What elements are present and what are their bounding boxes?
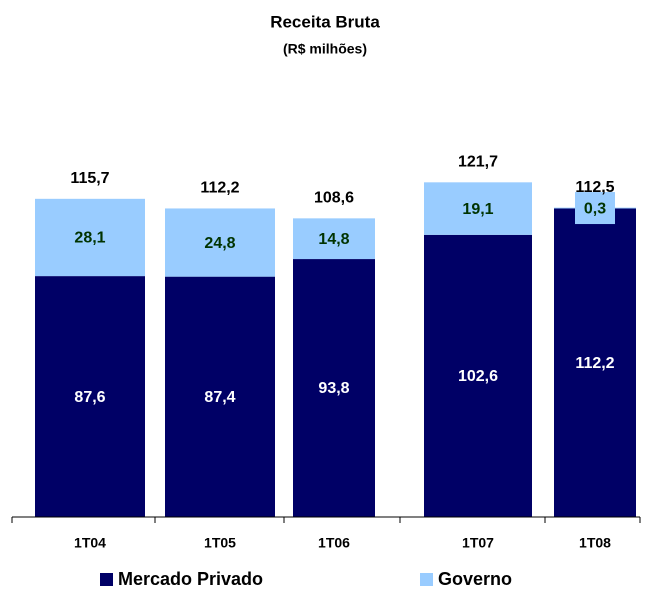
- total-label: 121,7: [458, 154, 498, 171]
- total-label: 112,2: [200, 180, 239, 197]
- bar-segment: [293, 259, 375, 517]
- x-tick-label: 1T08: [579, 535, 611, 551]
- bar-segment: [424, 234, 532, 517]
- value-label: 87,4: [204, 389, 235, 406]
- x-tick-label: 1T06: [318, 535, 350, 551]
- total-label: 115,7: [70, 170, 109, 187]
- chart-subtitle: (R$ milhões): [283, 41, 367, 57]
- bar-segment: [35, 276, 145, 517]
- legend-swatch: [420, 573, 433, 586]
- value-label: 24,8: [204, 235, 235, 252]
- value-label: 28,1: [74, 230, 105, 247]
- x-tick-label: 1T05: [204, 535, 236, 551]
- bar-segment: [293, 218, 375, 260]
- value-label: 14,8: [318, 231, 349, 248]
- legend-swatch: [100, 573, 113, 586]
- x-tick-label: 1T07: [462, 535, 494, 551]
- bar-segment: [35, 198, 145, 277]
- legend-label: Mercado Privado: [118, 569, 263, 589]
- value-label: 0,3: [584, 200, 606, 217]
- label-box: [575, 192, 615, 225]
- x-tick-label: 1T04: [74, 535, 106, 551]
- bar-segment: [165, 208, 275, 277]
- bar-segment: [165, 276, 275, 517]
- legend-label: Governo: [438, 569, 512, 589]
- value-label: 102,6: [458, 368, 498, 385]
- bar-segment: [424, 182, 532, 235]
- value-label: 112,2: [575, 355, 614, 372]
- total-label: 108,6: [314, 190, 354, 207]
- bar-segment: [554, 208, 636, 517]
- chart-title: Receita Bruta: [270, 12, 380, 31]
- value-label: 93,8: [318, 380, 349, 397]
- value-label: 87,6: [74, 389, 105, 406]
- value-label: 19,1: [462, 201, 493, 218]
- total-label: 112,5: [575, 179, 614, 196]
